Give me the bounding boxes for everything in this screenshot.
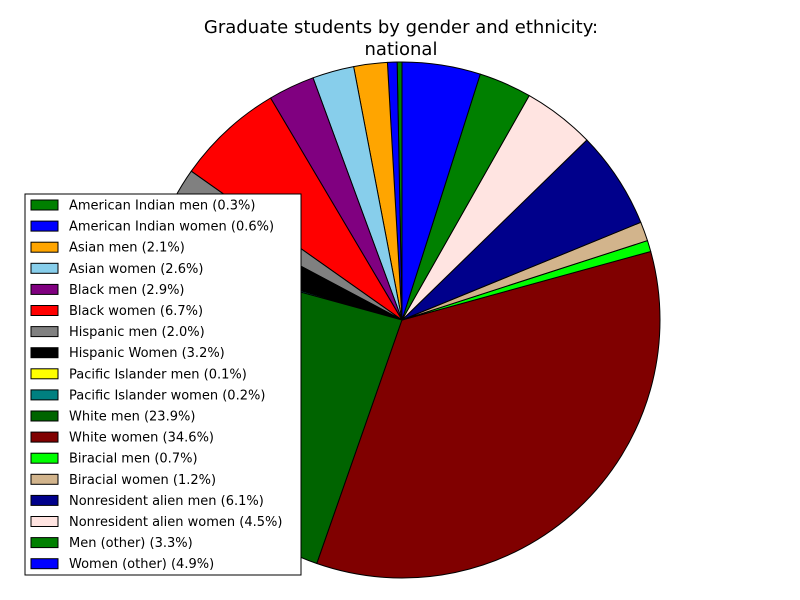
legend-label-5: Black women (6.7%): [69, 304, 203, 319]
pie-slice-17: [401, 61, 481, 321]
legend-label-1: American Indian women (0.6%): [69, 220, 274, 235]
legend-label-7: Hispanic Women (3.2%): [69, 346, 225, 361]
legend-label-9: Pacific Islander women (0.2%): [69, 388, 265, 403]
chart-subtitle: national: [365, 39, 438, 60]
legend-frame: [24, 193, 302, 576]
legend-label-10: White men (23.9%): [69, 410, 195, 425]
legend-label-14: Nonresident alien men (6.1%): [69, 494, 264, 509]
legend-swatch-15: [30, 516, 59, 527]
legend-label-2: Asian men (2.1%): [69, 241, 185, 256]
legend-label-11: White women (34.6%): [69, 431, 214, 446]
legend-swatch-14: [30, 494, 59, 506]
legend-label-13: Biracial women (1.2%): [69, 473, 216, 488]
pie-slice-11: [316, 250, 661, 579]
legend-swatch-4: [30, 283, 59, 295]
legend-label-0: American Indian men (0.3%): [69, 199, 255, 214]
legend-label-16: Men (other) (3.3%): [69, 536, 193, 551]
legend: American Indian men (0.3%) American India…: [24, 193, 302, 576]
legend-label-17: Women (other) (4.9%): [69, 557, 214, 572]
legend-swatch-11: [30, 431, 59, 443]
legend-swatch-16: [30, 537, 59, 549]
legend-swatch-13: [30, 473, 59, 485]
legend-swatch-3: [30, 262, 59, 274]
legend-swatch-1: [30, 220, 59, 232]
legend-swatch-17: [30, 558, 59, 570]
legend-swatch-8: [30, 368, 59, 380]
legend-swatch-7: [30, 347, 59, 359]
legend-swatch-2: [30, 241, 59, 253]
legend-swatch-10: [30, 410, 59, 422]
legend-swatch-5: [30, 305, 59, 316]
legend-label-8: Pacific Islander men (0.1%): [69, 367, 247, 382]
legend-label-6: Hispanic men (2.0%): [69, 325, 205, 340]
legend-swatch-0: [30, 199, 59, 211]
legend-label-4: Black men (2.9%): [69, 283, 185, 298]
legend-label-12: Biracial men (0.7%): [69, 452, 198, 467]
legend-label-3: Asian women (2.6%): [69, 262, 203, 277]
legend-swatch-6: [30, 326, 59, 338]
legend-swatch-9: [30, 389, 59, 401]
chart-title: Graduate students by gender and ethnicit…: [204, 17, 598, 38]
legend-swatch-12: [30, 452, 59, 464]
legend-label-15: Nonresident alien women (4.5%): [69, 515, 282, 530]
